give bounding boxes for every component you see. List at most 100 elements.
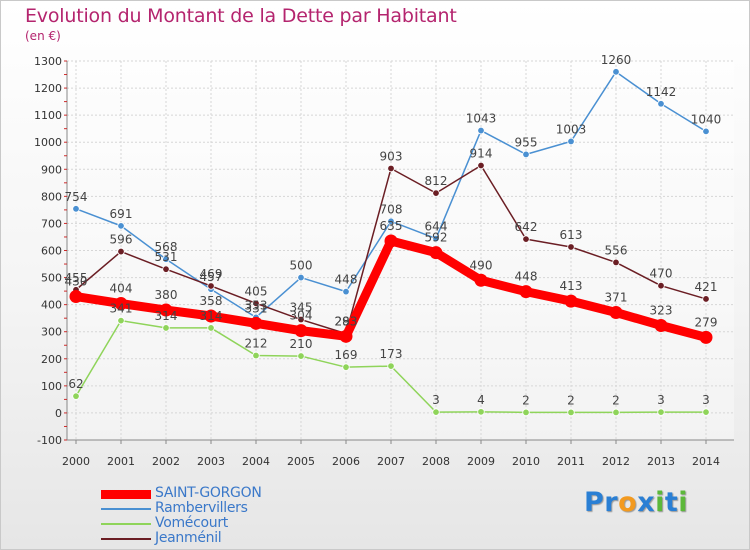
logo-letter: r bbox=[604, 487, 619, 518]
y-tick-label: 1300 bbox=[34, 55, 62, 68]
data-label: 448 bbox=[335, 273, 358, 287]
data-label: 404 bbox=[110, 282, 133, 296]
data-point bbox=[114, 297, 128, 311]
data-label: 2 bbox=[612, 393, 620, 407]
data-label: 279 bbox=[695, 315, 718, 329]
data-point bbox=[117, 316, 125, 325]
data-label: 448 bbox=[515, 270, 538, 284]
data-point bbox=[297, 315, 305, 324]
x-tick-label: 2008 bbox=[422, 455, 450, 468]
data-label: 635 bbox=[380, 219, 403, 233]
data-point bbox=[612, 258, 620, 267]
data-point bbox=[159, 303, 173, 317]
chart-unit: (en €) bbox=[25, 29, 61, 43]
y-tick-label: 900 bbox=[41, 163, 62, 176]
data-point bbox=[207, 282, 215, 290]
data-label: 212 bbox=[245, 337, 268, 351]
data-point bbox=[519, 285, 533, 299]
data-point bbox=[477, 126, 485, 135]
legend-label: Rambervillers bbox=[155, 500, 248, 516]
data-label: 3 bbox=[657, 393, 665, 407]
data-point bbox=[657, 281, 665, 290]
legend-swatch bbox=[101, 538, 151, 540]
data-label: 568 bbox=[155, 240, 178, 254]
data-point bbox=[342, 363, 350, 371]
data-point bbox=[432, 234, 440, 243]
data-label: 531 bbox=[155, 250, 178, 264]
data-point bbox=[387, 217, 395, 225]
data-point bbox=[294, 324, 308, 338]
data-point bbox=[432, 189, 440, 197]
x-tick-label: 2013 bbox=[647, 455, 675, 468]
data-point bbox=[567, 243, 575, 251]
data-label: 903 bbox=[380, 149, 403, 163]
y-tick-label: 300 bbox=[41, 326, 62, 339]
data-label: 341 bbox=[110, 302, 133, 316]
data-label: 596 bbox=[110, 233, 133, 247]
x-tick-label: 2005 bbox=[287, 455, 315, 468]
data-point bbox=[564, 294, 578, 308]
data-point bbox=[432, 408, 440, 416]
x-tick-label: 2014 bbox=[692, 455, 720, 468]
data-point bbox=[567, 408, 575, 417]
data-label: 1003 bbox=[556, 122, 587, 136]
logo-letter: i bbox=[678, 487, 689, 518]
data-label: 644 bbox=[425, 220, 448, 234]
y-tick-label: 500 bbox=[41, 272, 62, 285]
data-label: 331 bbox=[245, 301, 268, 315]
data-point bbox=[297, 273, 305, 282]
data-point bbox=[72, 392, 80, 400]
data-label: 613 bbox=[560, 228, 583, 242]
data-label: 421 bbox=[695, 280, 718, 294]
data-point bbox=[477, 161, 485, 170]
data-point bbox=[162, 265, 170, 273]
data-label: 314 bbox=[155, 309, 178, 323]
data-point bbox=[429, 246, 443, 260]
x-tick-label: 2006 bbox=[332, 455, 360, 468]
data-label: 323 bbox=[650, 303, 673, 317]
data-point bbox=[384, 234, 398, 248]
data-label: 4 bbox=[477, 393, 485, 407]
y-tick-label: 1200 bbox=[34, 82, 62, 95]
y-tick-label: -100 bbox=[37, 434, 62, 447]
x-tick-label: 2004 bbox=[242, 455, 270, 468]
data-label: 3 bbox=[702, 393, 710, 407]
data-label: 430 bbox=[65, 275, 88, 289]
data-point bbox=[474, 273, 488, 287]
data-point bbox=[117, 222, 125, 230]
data-label: 358 bbox=[200, 294, 223, 308]
x-tick-label: 2011 bbox=[557, 455, 585, 468]
x-tick-label: 2001 bbox=[107, 455, 135, 468]
data-point bbox=[612, 68, 620, 76]
logo-letter: x bbox=[637, 487, 656, 518]
data-point bbox=[69, 290, 83, 304]
data-label: 955 bbox=[515, 135, 538, 149]
y-tick-label: 800 bbox=[41, 190, 62, 203]
data-point bbox=[162, 255, 170, 263]
data-point bbox=[702, 408, 710, 416]
x-tick-label: 2009 bbox=[467, 455, 495, 468]
data-label: 169 bbox=[335, 348, 358, 362]
x-tick-label: 2003 bbox=[197, 455, 225, 468]
data-label: 500 bbox=[290, 259, 313, 273]
data-point bbox=[522, 150, 530, 159]
data-point bbox=[297, 352, 305, 360]
data-point bbox=[117, 247, 125, 256]
data-label: 2 bbox=[522, 393, 530, 407]
data-label: 413 bbox=[560, 279, 583, 293]
x-tick-label: 2007 bbox=[377, 455, 405, 468]
data-label: 62 bbox=[68, 377, 83, 391]
logo-letter: P bbox=[584, 487, 605, 518]
data-point bbox=[612, 408, 620, 417]
legend-swatch bbox=[101, 523, 151, 525]
data-point bbox=[207, 324, 215, 332]
y-tick-label: 100 bbox=[41, 380, 62, 393]
data-label: 457 bbox=[200, 270, 223, 284]
data-point bbox=[609, 305, 623, 319]
x-tick-label: 2012 bbox=[602, 455, 630, 468]
data-point bbox=[72, 205, 80, 213]
data-point bbox=[654, 318, 668, 332]
data-label: 469 bbox=[200, 267, 223, 281]
